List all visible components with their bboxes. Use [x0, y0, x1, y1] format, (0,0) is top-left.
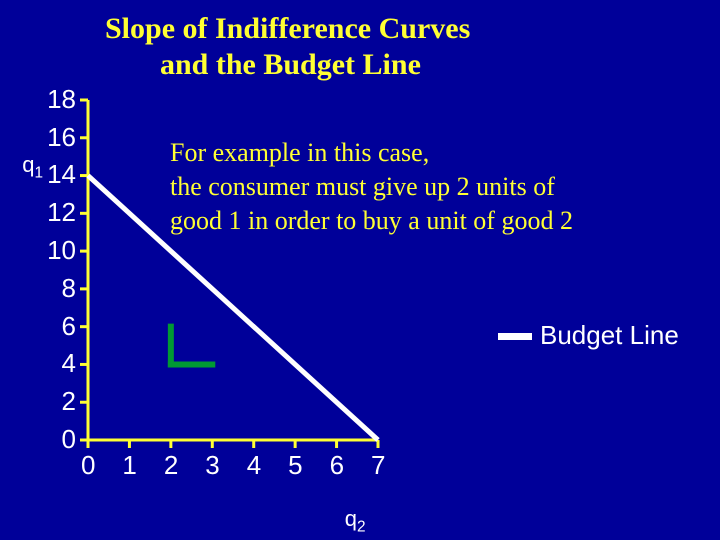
y-tick-label: 6 [62, 311, 76, 342]
y-tick-label: 16 [47, 122, 76, 153]
y-tick-label: 8 [62, 273, 76, 304]
x-tick-label: 4 [247, 450, 261, 481]
y-tick-label: 4 [62, 348, 76, 379]
chart-plot [0, 0, 720, 540]
x-tick-label: 7 [371, 450, 385, 481]
y-tick-label: 0 [62, 424, 76, 455]
y-tick-label: 2 [62, 386, 76, 417]
x-tick-label: 3 [205, 450, 219, 481]
x-tick-label: 0 [81, 450, 95, 481]
y-tick-label: 14 [47, 159, 76, 190]
x-tick-label: 5 [288, 450, 302, 481]
x-tick-label: 2 [164, 450, 178, 481]
y-tick-label: 12 [47, 197, 76, 228]
y-tick-label: 10 [47, 235, 76, 266]
x-tick-label: 1 [122, 450, 136, 481]
y-tick-label: 18 [47, 84, 76, 115]
x-tick-label: 6 [330, 450, 344, 481]
